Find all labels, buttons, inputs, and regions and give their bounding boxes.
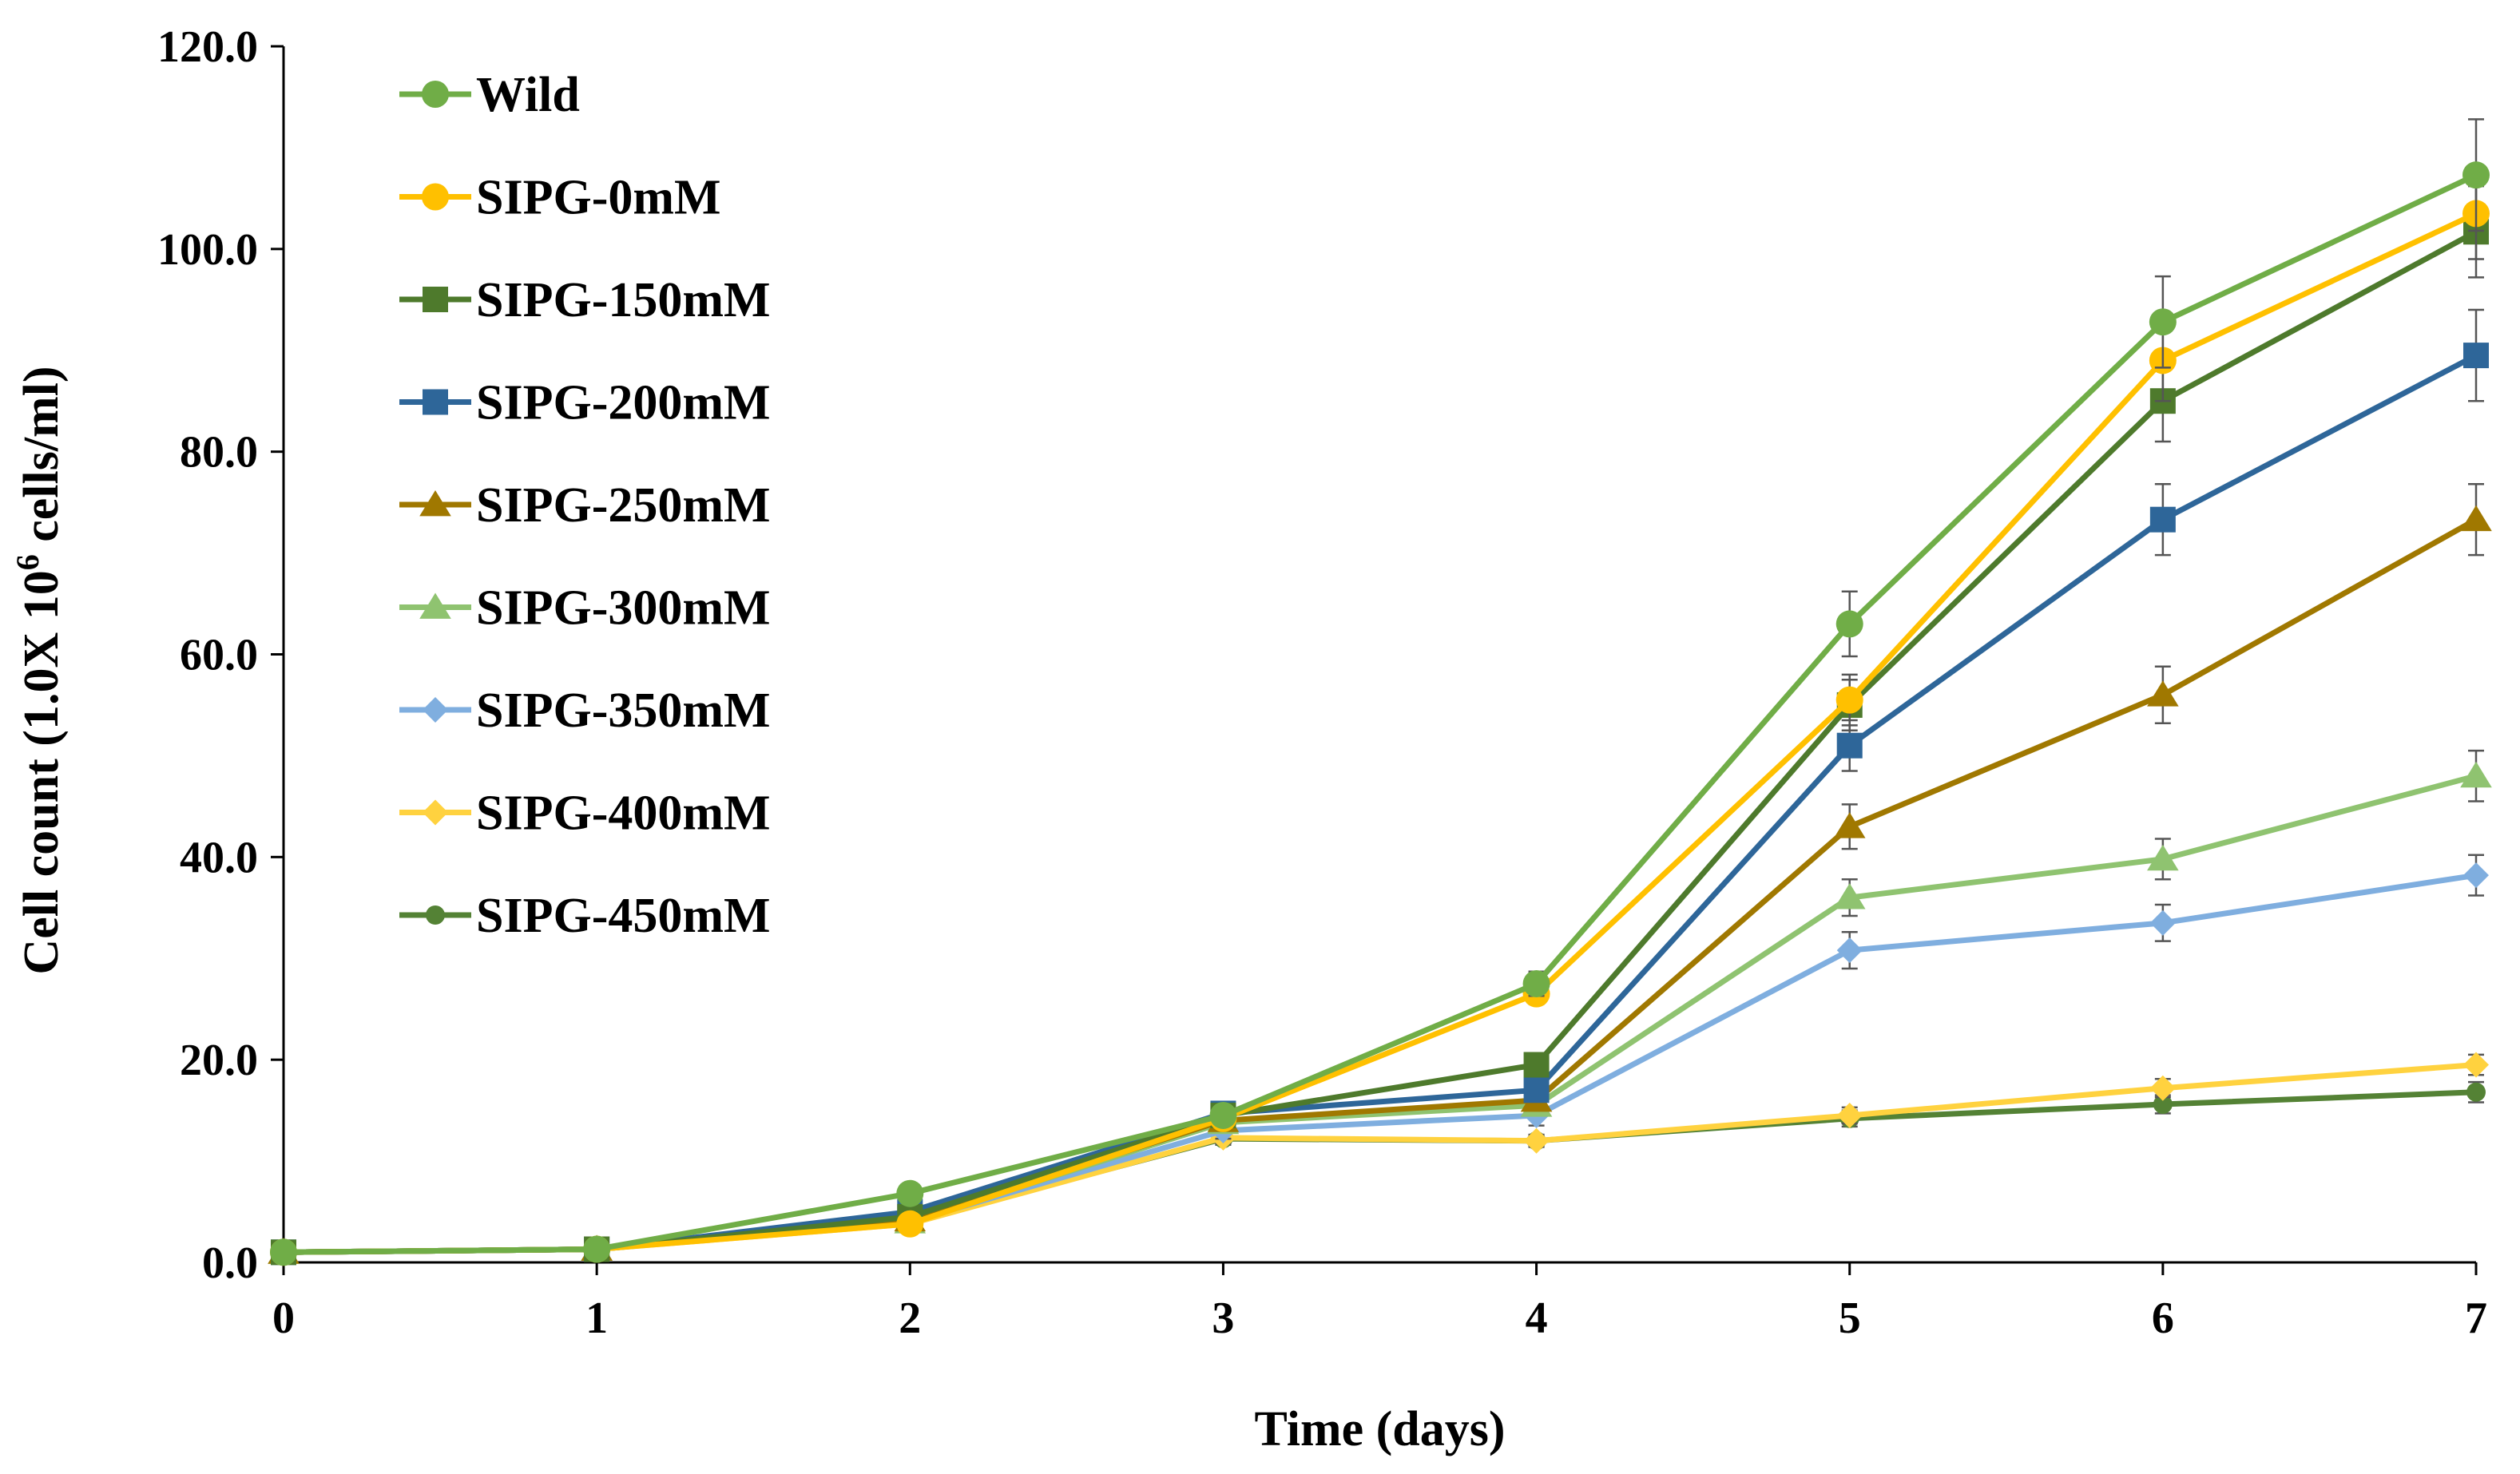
data-point xyxy=(2149,308,2177,336)
x-tick-label: 7 xyxy=(2465,1294,2487,1343)
legend-label: SIPG-200mM xyxy=(476,376,771,430)
data-point xyxy=(2147,680,2179,707)
legend-item: SIPG-450mM xyxy=(399,889,771,943)
y-axis-title-suffix: cells/ml) xyxy=(14,366,69,554)
legend-marker xyxy=(419,490,451,517)
data-point xyxy=(1835,610,1863,638)
y-tick-label: 100.0 xyxy=(157,225,258,275)
legend-marker xyxy=(423,799,448,826)
data-point xyxy=(2149,506,2176,533)
series-line xyxy=(283,172,2478,1255)
legend-label: SIPG-400mM xyxy=(476,787,771,841)
x-tick-label: 1 xyxy=(585,1294,608,1343)
data-point xyxy=(2149,1075,2176,1101)
data-point xyxy=(1836,937,1863,964)
y-tick-label: 60.0 xyxy=(180,631,258,680)
y-tick-label: 80.0 xyxy=(180,428,258,477)
data-point xyxy=(2463,1052,2489,1078)
x-tick-label: 2 xyxy=(899,1294,921,1343)
legend-label: SIPG-150mM xyxy=(476,273,771,327)
y-tick-label: 40.0 xyxy=(180,833,258,882)
x-tick-label: 4 xyxy=(1526,1294,1548,1343)
data-point xyxy=(1523,1077,1550,1104)
data-point xyxy=(2463,862,2489,889)
data-point xyxy=(1523,1127,1550,1154)
y-tick-label: 20.0 xyxy=(180,1036,258,1085)
legend-label: SIPG-300mM xyxy=(476,581,771,636)
x-tick-label: 6 xyxy=(2152,1294,2174,1343)
data-point xyxy=(2462,161,2490,189)
series-wild xyxy=(270,118,2490,1266)
data-point xyxy=(2149,909,2176,936)
y-tick-label: 0.0 xyxy=(202,1238,258,1288)
legend-marker xyxy=(426,905,445,925)
legend-marker xyxy=(422,81,449,108)
legend-marker xyxy=(419,592,451,619)
legend: Wild SIPG-0mM SIPG-150mM SIPG-200mM SIPG-250… xyxy=(399,68,771,943)
legend-item: Wild xyxy=(399,68,580,122)
legend-label: SIPG-0mM xyxy=(476,171,721,225)
axes: 0.0 20.0 40.0 60.0 80.0 100.0 120.0 0 1 2 3 4 5 6 7 xyxy=(157,22,2487,1343)
legend-marker xyxy=(423,389,448,415)
data-point xyxy=(896,1210,924,1238)
x-tick-label: 0 xyxy=(272,1294,295,1343)
data-point xyxy=(2147,844,2179,871)
data-point xyxy=(1209,1101,1237,1129)
series-group xyxy=(268,118,2492,1266)
series-line xyxy=(283,211,2478,1255)
data-point xyxy=(1522,969,1550,997)
x-tick-label: 3 xyxy=(1212,1294,1234,1343)
data-point xyxy=(1836,732,1863,759)
legend-marker xyxy=(423,697,448,723)
data-point xyxy=(1523,1052,1550,1078)
y-axis-title-sup: 6 xyxy=(10,554,46,570)
legend-label: SIPG-250mM xyxy=(476,478,771,533)
data-point xyxy=(2153,1095,2173,1115)
data-point xyxy=(1833,883,1866,909)
data-point xyxy=(2463,343,2489,369)
legend-item: SIPG-0mM xyxy=(399,171,721,225)
legend-item: SIPG-350mM xyxy=(399,684,771,738)
legend-item: SIPG-400mM xyxy=(399,787,771,841)
data-point xyxy=(2460,761,2492,788)
legend-item: SIPG-300mM xyxy=(399,581,771,636)
legend-item: SIPG-250mM xyxy=(399,478,771,533)
series-sipg-400mm xyxy=(271,1052,2489,1266)
data-point xyxy=(1835,686,1863,714)
y-axis-title: Cell count (1.0X 106 cells/ml) xyxy=(10,366,69,974)
data-point xyxy=(1833,812,1866,838)
legend-label: SIPG-350mM xyxy=(476,684,771,738)
data-point xyxy=(583,1235,611,1263)
data-point xyxy=(896,1179,924,1207)
legend-item: SIPG-150mM xyxy=(399,273,771,327)
x-axis-title: Time (days) xyxy=(1254,1402,1505,1456)
data-point xyxy=(1836,1102,1863,1128)
y-axis-title-prefix: Cell count (1.0X 10 xyxy=(14,570,69,974)
legend-label: Wild xyxy=(476,68,580,122)
data-point xyxy=(270,1238,297,1266)
legend-marker xyxy=(423,287,448,312)
y-tick-label: 120.0 xyxy=(157,22,258,72)
x-tick-label: 5 xyxy=(1839,1294,1861,1343)
legend-marker xyxy=(422,183,449,211)
data-point xyxy=(2460,505,2492,532)
legend-item: SIPG-200mM xyxy=(399,376,771,430)
data-point xyxy=(2466,1082,2486,1102)
series-line xyxy=(283,773,2477,1255)
legend-label: SIPG-450mM xyxy=(476,889,771,943)
